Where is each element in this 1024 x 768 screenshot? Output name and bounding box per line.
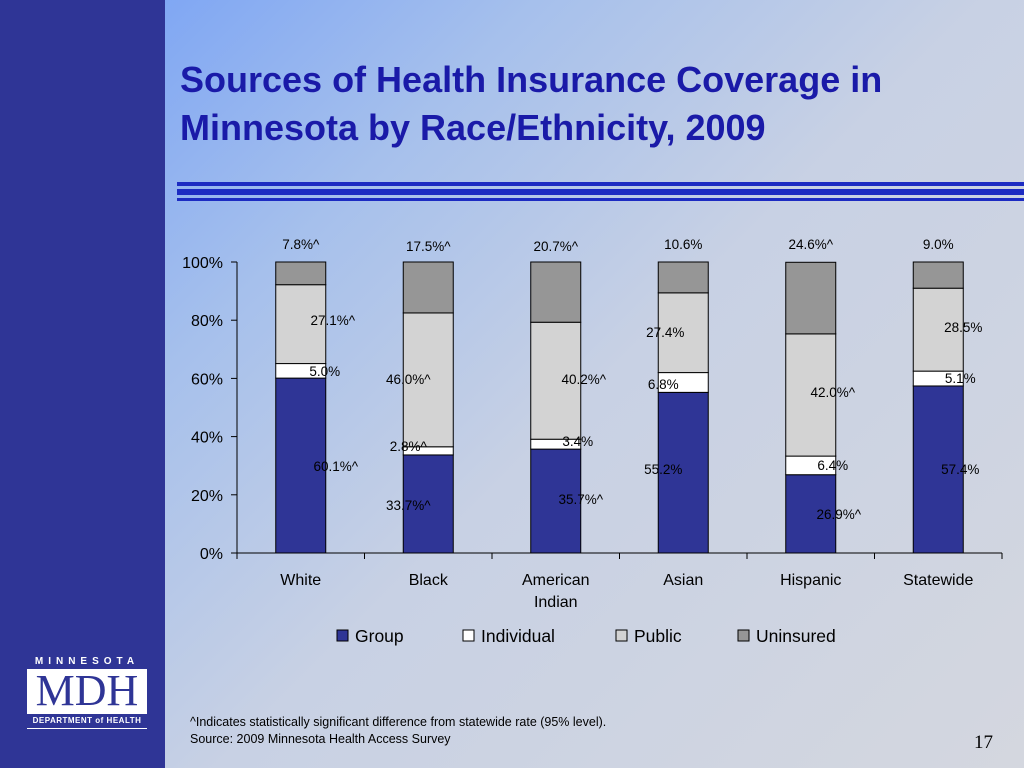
data-label-uninsured: 9.0%	[923, 237, 954, 252]
logo-main-text: MDH	[35, 666, 139, 715]
x-category-label: Asian	[663, 572, 703, 589]
slide-title: Sources of Health Insurance Coverage in …	[180, 56, 1000, 152]
data-label-individual: 6.8%	[648, 377, 679, 392]
logo-bottom-text: DEPARTMENT of HEALTH	[27, 714, 147, 728]
legend-swatch-public	[615, 629, 628, 642]
left-band	[0, 0, 165, 768]
data-label-public: 46.0%^	[386, 372, 431, 387]
significance-footnote: ^Indicates statistically significant dif…	[190, 715, 607, 729]
bar-segment-uninsured	[275, 261, 327, 286]
bar-segment-uninsured	[912, 261, 964, 289]
slide-title-line-2: Minnesota by Race/Ethnicity, 2009	[180, 107, 766, 148]
data-label-individual: 5.0%	[309, 364, 340, 379]
data-label-uninsured: 7.8%^	[282, 237, 320, 252]
bar-segment-public	[912, 287, 964, 372]
data-label-group: 55.2%	[644, 462, 682, 477]
legend-swatch-uninsured	[737, 629, 750, 642]
source-note: Source: 2009 Minnesota Health Access Sur…	[190, 732, 451, 746]
bar-segment-uninsured	[785, 261, 837, 335]
data-label-uninsured: 17.5%^	[406, 239, 451, 254]
bar-segment-uninsured	[402, 261, 454, 314]
y-tick-label: 80%	[191, 313, 223, 330]
legend-swatch-individual	[462, 629, 475, 642]
bar-segment-group	[912, 385, 964, 554]
mdh-logo: MINNESOTA MDH DEPARTMENT of HEALTH	[26, 654, 148, 730]
y-tick-label: 40%	[191, 430, 223, 447]
legend-swatch-group	[336, 629, 349, 642]
bar-segment-uninsured	[657, 261, 709, 294]
x-category-label: White	[280, 572, 321, 589]
data-label-public: 42.0%^	[810, 385, 855, 400]
data-label-group: 26.9%^	[816, 507, 861, 522]
y-tick-label: 60%	[191, 371, 223, 388]
data-label-uninsured: 20.7%^	[533, 239, 578, 254]
data-label-group: 35.7%^	[558, 492, 603, 507]
title-divider	[177, 182, 1024, 204]
data-label-uninsured: 24.6%^	[788, 237, 833, 252]
data-label-public: 27.1%^	[310, 313, 355, 328]
data-label-public: 28.5%	[944, 320, 982, 335]
slide-title-line-1: Sources of Health Insurance Coverage in	[180, 59, 883, 100]
data-label-uninsured: 10.6%	[664, 237, 702, 252]
bar-segment-group	[275, 377, 327, 554]
data-label-group: 33.7%^	[386, 498, 431, 513]
data-label-public: 40.2%^	[561, 372, 606, 387]
data-label-public: 27.4%	[646, 325, 684, 340]
data-label-individual: 5.1%	[945, 371, 976, 386]
data-label-individual: 6.4%	[817, 458, 848, 473]
y-tick-label: 20%	[191, 488, 223, 505]
data-label-group: 60.1%^	[313, 459, 358, 474]
legend-label-public: Public	[634, 626, 682, 646]
x-category-label: Black	[409, 572, 449, 589]
x-category-label: Hispanic	[780, 572, 841, 589]
legend-label-group: Group	[355, 626, 404, 646]
bar-segment-group	[530, 448, 582, 554]
bar-segment-group	[785, 474, 837, 554]
legend-label-individual: Individual	[481, 626, 555, 646]
data-label-group: 57.4%	[941, 462, 979, 477]
legend-label-uninsured: Uninsured	[756, 626, 836, 646]
logo-top-text: MINNESOTA	[27, 655, 147, 669]
x-category-label: American	[522, 572, 590, 589]
data-label-individual: 2.8%^	[390, 439, 428, 454]
stacked-bar-chart: 0% 20% 40% 60% 80% 100% White Black American Indi…	[182, 237, 1003, 646]
bar-segment-group	[657, 391, 709, 554]
y-tick-label: 0%	[200, 546, 223, 563]
bar-segment-public	[657, 292, 709, 374]
x-category-label: Statewide	[903, 572, 973, 589]
bar-segment-uninsured	[530, 261, 582, 323]
x-category-label: Indian	[534, 594, 578, 611]
page-number: 17	[974, 732, 993, 753]
footnote-block: ^Indicates statistically significant dif…	[190, 714, 606, 748]
data-label-individual: 3.4%	[562, 434, 593, 449]
y-tick-label: 100%	[182, 255, 223, 272]
